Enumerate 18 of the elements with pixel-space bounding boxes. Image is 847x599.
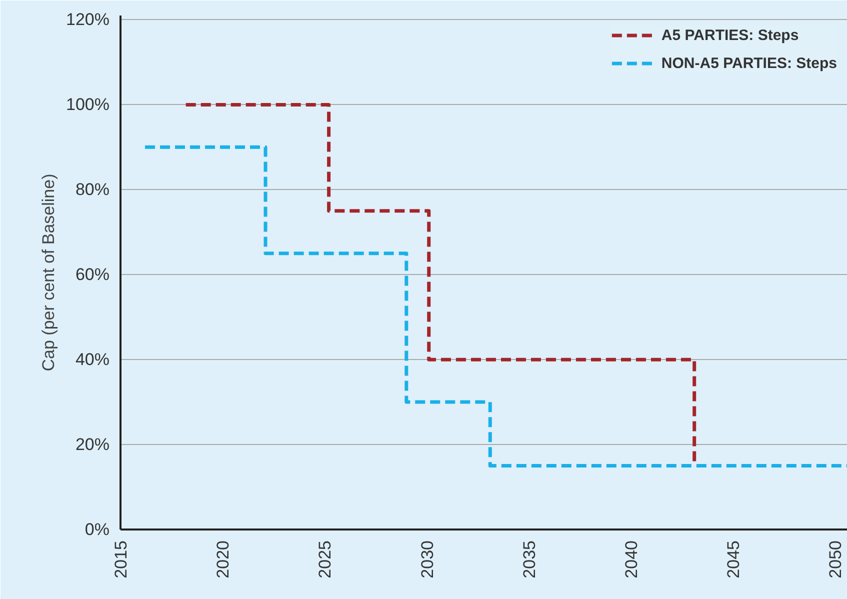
x-tick-label: 2050	[826, 540, 846, 578]
legend-label: A5 PARTIES: Steps	[661, 26, 799, 44]
y-tick-label: 40%	[75, 350, 110, 370]
y-axis-title: Cap (per cent of Baseline)	[39, 174, 58, 372]
legend-label: NON-A5 PARTIES: Steps	[661, 54, 837, 72]
x-tick-label: 2030	[418, 540, 437, 578]
x-tick-label: 2045	[724, 540, 744, 578]
x-tick-label: 2015	[112, 540, 130, 578]
y-tick-label: 20%	[75, 435, 110, 454]
y-tick-label: 80%	[75, 180, 110, 200]
x-tick-label: 2025	[316, 540, 335, 578]
x-tick-label: 2035	[520, 540, 539, 578]
y-tick-label: 120%	[66, 10, 110, 30]
y-tick-label: 0%	[84, 520, 110, 539]
y-tick-label: 60%	[75, 265, 110, 284]
x-tick-label: 2040	[622, 540, 642, 578]
x-tick-label: 2020	[214, 540, 233, 578]
y-tick-label: 100%	[66, 95, 110, 114]
